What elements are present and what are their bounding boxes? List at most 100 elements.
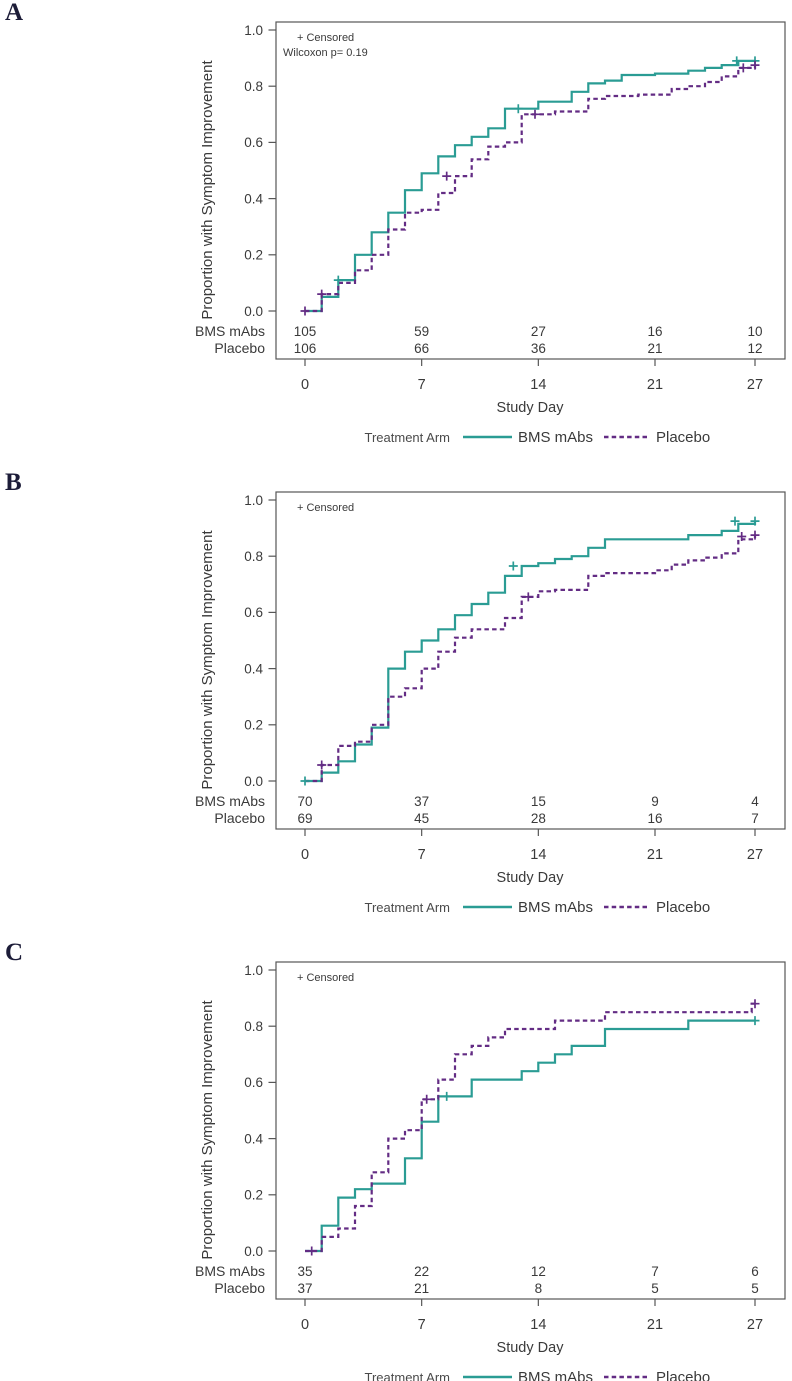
at-risk-count: 21 bbox=[414, 1281, 429, 1296]
at-risk-count: 22 bbox=[414, 1264, 429, 1279]
at-risk-count: 70 bbox=[297, 794, 312, 809]
km-curve-bms-mabs bbox=[305, 1019, 755, 1253]
y-tick-label: 0.6 bbox=[244, 135, 263, 150]
risk-row-label: BMS mAbs bbox=[195, 1263, 265, 1279]
censor-plus-mark bbox=[738, 63, 748, 73]
x-tick-label: 7 bbox=[418, 1317, 426, 1333]
y-tick-label: 0.2 bbox=[244, 718, 263, 733]
at-risk-count: 36 bbox=[531, 341, 546, 356]
y-axis-title: Proportion with Symptom Improvement bbox=[199, 530, 216, 790]
legend-title: Treatment Arm bbox=[365, 900, 450, 915]
censor-marks-placebo bbox=[300, 60, 760, 316]
y-axis-title: Proportion with Symptom Improvement bbox=[199, 60, 216, 320]
km-curve-placebo bbox=[305, 535, 757, 783]
risk-row-label: BMS mAbs bbox=[195, 323, 265, 339]
y-tick-label: 0.2 bbox=[244, 1188, 263, 1203]
at-risk-count: 27 bbox=[531, 324, 546, 339]
at-risk-count: 66 bbox=[414, 341, 429, 356]
at-risk-count: 69 bbox=[297, 811, 312, 826]
x-tick-label: 0 bbox=[301, 377, 309, 393]
x-tick-label: 21 bbox=[647, 847, 663, 863]
censor-marks-bms-mabs bbox=[333, 56, 760, 285]
censor-plus-mark bbox=[442, 171, 452, 181]
x-tick-label: 7 bbox=[418, 847, 426, 863]
censor-plus-mark bbox=[530, 109, 540, 119]
censor-plus-mark bbox=[750, 516, 760, 526]
at-risk-count: 106 bbox=[294, 341, 317, 356]
at-risk-count: 59 bbox=[414, 324, 429, 339]
plot-frame bbox=[275, 961, 786, 1300]
y-axis-title: Proportion with Symptom Improvement bbox=[199, 1000, 216, 1260]
y-tick-label: 0.6 bbox=[244, 1075, 263, 1090]
at-risk-count: 37 bbox=[297, 1281, 312, 1296]
at-risk-count: 6 bbox=[751, 1264, 759, 1279]
plot-frame bbox=[275, 491, 786, 830]
panel-a-label: A bbox=[5, 0, 24, 26]
y-tick-label: 1.0 bbox=[244, 23, 263, 38]
censor-plus-mark bbox=[442, 1091, 452, 1101]
censor-plus-mark bbox=[508, 561, 518, 571]
y-tick-label: 0.2 bbox=[244, 248, 263, 263]
legend: Treatment Arm BMS mAbs Placebo bbox=[365, 1369, 711, 1381]
legend: Treatment Arm BMS mAbs Placebo bbox=[365, 429, 711, 446]
risk-table: BMS mAbs 35 22 12 7 6 Placebo 37 21 8 5 5 bbox=[195, 1263, 759, 1296]
at-risk-count: 10 bbox=[747, 324, 762, 339]
panel-a-plot: Proportion with Symptom Improvement 0.0 0… bbox=[195, 21, 786, 446]
panel-a: A Proportion with Symptom Improvement 0.… bbox=[0, 0, 792, 470]
risk-row-label: Placebo bbox=[214, 1280, 265, 1296]
km-curve-placebo bbox=[305, 65, 757, 313]
risk-table: BMS mAbs 105 59 27 16 10 Placebo 106 66 36 21 12 bbox=[195, 323, 763, 356]
at-risk-count: 5 bbox=[651, 1281, 659, 1296]
censored-note: + Censored bbox=[297, 32, 354, 44]
at-risk-count: 37 bbox=[414, 794, 429, 809]
legend-label-placebo: Placebo bbox=[656, 429, 710, 446]
at-risk-count: 16 bbox=[647, 324, 662, 339]
risk-table: BMS mAbs 70 37 15 9 4 Placebo 69 45 28 16 7 bbox=[195, 793, 759, 826]
legend-label-bms-mabs: BMS mAbs bbox=[518, 899, 593, 916]
km-curve-placebo bbox=[305, 1002, 755, 1253]
at-risk-count: 9 bbox=[651, 794, 659, 809]
censor-plus-mark bbox=[523, 592, 533, 602]
x-tick-label: 14 bbox=[530, 847, 546, 863]
plot-frame bbox=[275, 21, 786, 360]
x-tick-label: 27 bbox=[747, 1317, 763, 1333]
censored-note: + Censored bbox=[297, 972, 354, 984]
y-tick-label: 0.6 bbox=[244, 605, 263, 620]
panel-c-label: C bbox=[5, 939, 24, 966]
censor-marks-placebo bbox=[307, 999, 760, 1256]
censor-plus-mark bbox=[300, 306, 310, 316]
at-risk-count: 5 bbox=[751, 1281, 759, 1296]
at-risk-count: 7 bbox=[651, 1264, 659, 1279]
y-tick-label: 0.8 bbox=[244, 1019, 263, 1034]
censor-plus-mark bbox=[307, 1246, 317, 1256]
censor-plus-mark bbox=[513, 104, 523, 114]
at-risk-count: 8 bbox=[535, 1281, 543, 1296]
x-tick-label: 14 bbox=[530, 377, 546, 393]
at-risk-count: 16 bbox=[647, 811, 662, 826]
x-axis-title: Study Day bbox=[497, 400, 565, 416]
at-risk-count: 105 bbox=[294, 324, 317, 339]
wilcoxon-note: Wilcoxon p= 0.19 bbox=[283, 47, 368, 59]
x-tick-label: 27 bbox=[747, 847, 763, 863]
legend-title: Treatment Arm bbox=[365, 430, 450, 445]
censor-plus-mark bbox=[750, 1016, 760, 1026]
km-curve-bms-mabs bbox=[305, 59, 755, 313]
y-tick-label: 1.0 bbox=[244, 493, 263, 508]
y-axis: 0.0 0.2 0.4 0.6 0.8 1.0 bbox=[244, 963, 276, 1259]
at-risk-count: 28 bbox=[531, 811, 546, 826]
censor-plus-mark bbox=[317, 289, 327, 299]
legend-label-bms-mabs: BMS mAbs bbox=[518, 1369, 593, 1381]
censor-marks-bms-mabs bbox=[442, 1016, 760, 1101]
censor-plus-mark bbox=[317, 760, 327, 770]
y-tick-label: 0.0 bbox=[244, 304, 263, 319]
censor-plus-mark bbox=[300, 776, 310, 786]
x-tick-label: 0 bbox=[301, 847, 309, 863]
x-tick-label: 7 bbox=[418, 377, 426, 393]
y-tick-label: 1.0 bbox=[244, 963, 263, 978]
legend-title: Treatment Arm bbox=[365, 1370, 450, 1381]
censor-marks-bms-mabs bbox=[300, 516, 760, 786]
risk-row-label: BMS mAbs bbox=[195, 793, 265, 809]
y-tick-label: 0.8 bbox=[244, 79, 263, 94]
y-axis: 0.0 0.2 0.4 0.6 0.8 1.0 bbox=[244, 493, 276, 789]
y-tick-label: 0.8 bbox=[244, 549, 263, 564]
